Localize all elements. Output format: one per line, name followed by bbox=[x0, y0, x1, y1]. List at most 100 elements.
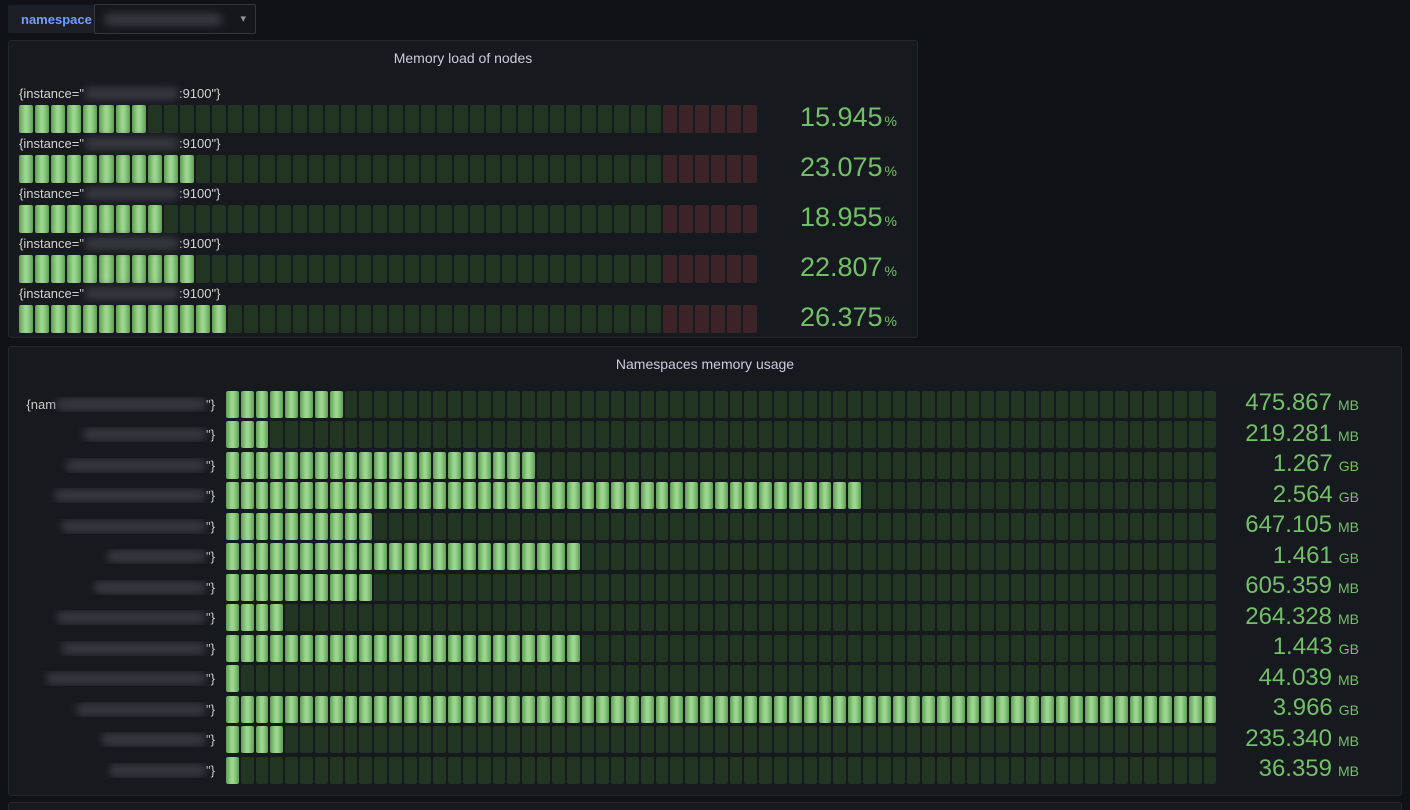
gauge-segment bbox=[292, 305, 307, 333]
gauge-value: 1.267 GB bbox=[1216, 450, 1401, 480]
namespace-dropdown[interactable]: ▾ bbox=[94, 4, 256, 34]
gauge-segment bbox=[359, 634, 373, 662]
gauge-segment bbox=[276, 155, 291, 183]
gauge-segment bbox=[1011, 543, 1024, 571]
gauge-segment bbox=[744, 695, 758, 723]
gauge-segment bbox=[922, 390, 935, 418]
gauge-segment bbox=[477, 634, 491, 662]
gauge-segment bbox=[818, 634, 832, 662]
gauge-segment bbox=[344, 665, 358, 693]
gauge-segment bbox=[388, 726, 402, 754]
redacted-text bbox=[94, 580, 207, 594]
gauge-segment bbox=[1129, 665, 1143, 693]
gauge-segment bbox=[1188, 390, 1202, 418]
gauge-segment bbox=[1188, 543, 1202, 571]
gauge-segment bbox=[729, 421, 743, 449]
gauge-segment bbox=[83, 105, 98, 133]
gauge-segment bbox=[759, 665, 773, 693]
namespace-gauge-row: "} 3.966 GB bbox=[9, 694, 1401, 725]
gauge-segment bbox=[1188, 756, 1202, 784]
gauge-segment bbox=[1174, 726, 1187, 754]
gauge-segment bbox=[581, 756, 595, 784]
gauge-segment bbox=[640, 756, 654, 784]
gauge-segment bbox=[1040, 512, 1054, 540]
gauge-segment bbox=[714, 512, 728, 540]
gauge-segment bbox=[759, 421, 773, 449]
gauge-segment bbox=[818, 604, 832, 632]
gauge-segment bbox=[389, 255, 404, 283]
gauge-segment bbox=[662, 155, 677, 183]
gauge-segment bbox=[507, 421, 521, 449]
gauge-segment bbox=[448, 482, 461, 510]
gauge-segment bbox=[655, 756, 669, 784]
gauge-segment bbox=[551, 451, 565, 479]
gauge-segment bbox=[340, 305, 355, 333]
gauge-segment bbox=[1144, 695, 1158, 723]
gauge-segment bbox=[469, 205, 484, 233]
gauge-segment bbox=[996, 543, 1010, 571]
gauge-segment bbox=[437, 255, 452, 283]
gauge-segment bbox=[285, 482, 299, 510]
gauge-segment bbox=[485, 105, 500, 133]
gauge-segment bbox=[1203, 512, 1217, 540]
gauge-segment bbox=[1055, 604, 1069, 632]
gauge-segment bbox=[818, 695, 832, 723]
gauge-segment bbox=[625, 665, 639, 693]
gauge-segment bbox=[670, 573, 684, 601]
gauge-segment bbox=[614, 105, 629, 133]
gauge-segment bbox=[329, 756, 343, 784]
gauge-segment bbox=[694, 155, 710, 183]
gauge-segment bbox=[581, 695, 595, 723]
gauge-segment bbox=[744, 726, 758, 754]
gauge-segment bbox=[433, 421, 447, 449]
gauge-segment bbox=[596, 756, 610, 784]
gauge-segment bbox=[1011, 665, 1024, 693]
gauge-value-unit: GB bbox=[1338, 488, 1359, 505]
gauge-value-number: 22.807 bbox=[799, 252, 883, 282]
gauge-segment bbox=[611, 695, 624, 723]
gauge-segment bbox=[329, 390, 343, 418]
gauge-segment bbox=[1025, 604, 1039, 632]
panel-title[interactable]: Namespaces memory usage bbox=[615, 356, 795, 372]
gauge-segment bbox=[374, 756, 387, 784]
gauge-segment bbox=[551, 695, 565, 723]
gauge-segment bbox=[581, 726, 595, 754]
gauge-segment bbox=[662, 105, 677, 133]
gauge-segment bbox=[670, 665, 684, 693]
gauge-segment bbox=[1099, 726, 1113, 754]
gauge-segment bbox=[115, 255, 130, 283]
gauge-segment bbox=[1040, 543, 1054, 571]
gauge-segment bbox=[951, 695, 965, 723]
gauge-segment bbox=[324, 305, 339, 333]
gauge-segment bbox=[566, 604, 580, 632]
gauge-segment bbox=[244, 105, 259, 133]
gauge-segment bbox=[892, 421, 906, 449]
gauge-value-unit: GB bbox=[1338, 641, 1359, 658]
gauge-segment bbox=[359, 726, 373, 754]
gauge-segment bbox=[329, 573, 343, 601]
redacted-text bbox=[83, 137, 179, 150]
gauge-segment bbox=[405, 255, 420, 283]
gauge-segment bbox=[566, 573, 580, 601]
gauge-value: 23.075% bbox=[757, 153, 897, 185]
gauge-segment bbox=[714, 695, 728, 723]
gauge-segment bbox=[1025, 573, 1039, 601]
gauge-segment bbox=[329, 634, 343, 662]
gauge-segment bbox=[951, 665, 965, 693]
gauge-segment bbox=[260, 255, 275, 283]
gauge-segment bbox=[670, 421, 684, 449]
gauge-segment bbox=[951, 604, 965, 632]
gauge-segment bbox=[907, 695, 921, 723]
gauge-segment bbox=[240, 756, 254, 784]
gauge-segment bbox=[788, 695, 802, 723]
gauge-segment bbox=[477, 604, 491, 632]
gauge-segment bbox=[907, 390, 921, 418]
panel-title[interactable]: Memory load of nodes bbox=[393, 50, 533, 66]
gauge-segment bbox=[566, 205, 581, 233]
gauge-value-unit: % bbox=[884, 113, 897, 129]
gauge-segment bbox=[566, 421, 580, 449]
gauge-segment bbox=[743, 305, 758, 333]
gauge-segment bbox=[743, 105, 758, 133]
gauge-segment bbox=[300, 726, 313, 754]
gauge-segment bbox=[477, 726, 491, 754]
